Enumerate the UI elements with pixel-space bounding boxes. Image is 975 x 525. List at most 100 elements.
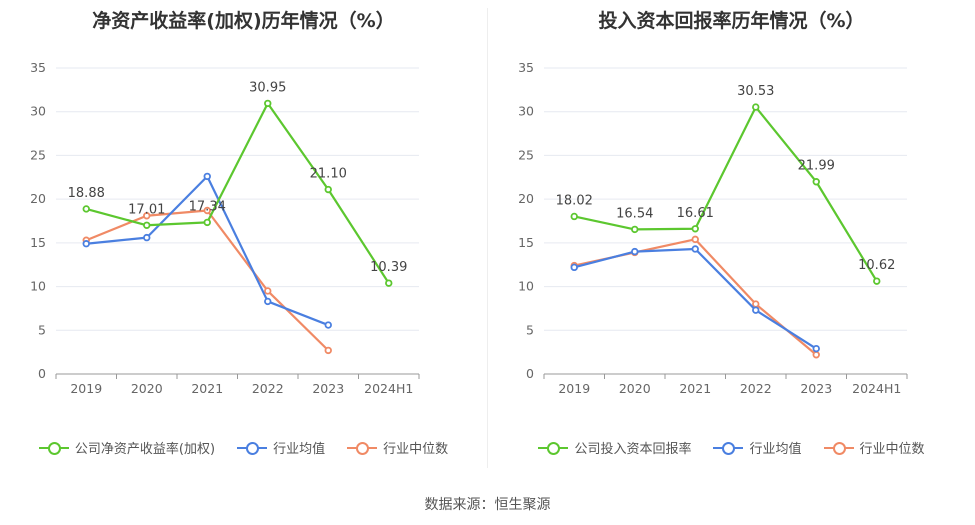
data-point <box>631 225 639 234</box>
data-point <box>143 212 151 220</box>
data-point <box>691 225 699 233</box>
series-line <box>85 209 330 352</box>
legend-label: 行业均值 <box>749 442 802 457</box>
x-tick-label: 2022 <box>252 381 284 396</box>
data-label: 21.99 <box>798 159 835 174</box>
legend-marker-icon <box>38 441 69 455</box>
series-line <box>574 238 817 356</box>
legend-label: 公司净资产收益率(加权) <box>74 442 216 457</box>
series-line <box>574 105 878 282</box>
x-tick-label: 2019 <box>558 381 590 396</box>
data-label: 21.10 <box>310 167 347 182</box>
legend-item[interactable]: 行业中位数 <box>823 438 925 457</box>
data-label: 18.02 <box>556 193 593 208</box>
data-point <box>82 205 90 213</box>
data-label: 17.01 <box>128 202 165 217</box>
y-tick-label: 35 <box>518 60 534 75</box>
x-tick-label: 2020 <box>619 381 651 396</box>
data-label: 17.34 <box>189 199 226 214</box>
roe-chart-plot: 0 5 10 15 20 25 30 35 2019 2020 2021 2022 2023 2024H1… <box>30 60 420 396</box>
legend-marker-icon <box>713 441 744 455</box>
x-tick-label: 2024H1 <box>852 381 901 396</box>
chart-legend: 公司净资产收益率(加权) 行业均值 行业中位数 <box>0 438 487 457</box>
legend-marker-icon <box>347 441 378 455</box>
x-tick-label: 2021 <box>679 381 711 396</box>
legend-label: 行业均值 <box>273 442 326 457</box>
data-point <box>812 344 820 353</box>
data-point <box>203 172 211 181</box>
data-point <box>324 185 332 194</box>
legend-item[interactable]: 行业均值 <box>237 438 325 457</box>
data-point <box>264 297 272 306</box>
data-point <box>264 287 272 295</box>
series-line <box>85 102 390 284</box>
y-tick-label: 5 <box>526 322 534 337</box>
data-point <box>752 103 760 111</box>
y-tick-label: 15 <box>518 235 534 250</box>
y-tick-label: 20 <box>518 191 534 206</box>
data-label: 16.54 <box>616 206 653 221</box>
y-tick-label: 25 <box>30 147 46 162</box>
roe-chart-panel: 净资产收益率(加权)历年情况（%） 0 5 10 15 20 25 30 35 2019 2020… <box>0 0 487 470</box>
data-point <box>570 212 578 221</box>
x-tick-label: 2020 <box>131 381 163 396</box>
data-point <box>324 321 332 329</box>
y-tick-label: 10 <box>30 279 46 294</box>
x-tick-label: 2022 <box>740 381 772 396</box>
y-tick-label: 25 <box>518 147 534 162</box>
x-tick-label: 2023 <box>312 381 344 396</box>
legend-marker-icon <box>237 441 268 455</box>
data-point <box>812 351 820 359</box>
x-tick-label: 2021 <box>191 381 223 396</box>
data-point <box>873 277 881 285</box>
chart-legend: 公司投入资本回报率 行业均值 行业中位数 <box>488 438 975 457</box>
data-point <box>812 178 820 186</box>
data-point <box>264 99 272 108</box>
legend-item[interactable]: 公司投入资本回报率 <box>538 438 691 457</box>
data-source-note: 数据来源：恒生聚源 <box>424 497 551 513</box>
y-tick-label: 15 <box>30 235 46 250</box>
roic-chart-plot: 0 5 10 15 20 25 30 35 2019 2020 2021 2022 2023 2024H1… <box>518 60 908 396</box>
panel-divider <box>487 8 488 468</box>
y-tick-label: 10 <box>518 279 534 294</box>
y-tick-label: 0 <box>38 366 46 381</box>
y-tick-label: 30 <box>30 104 46 119</box>
data-label: 16.61 <box>677 206 714 221</box>
data-point <box>691 245 699 253</box>
chart-title: 投入资本回报率历年情况（%） <box>598 10 865 32</box>
series-line <box>573 247 817 350</box>
data-point <box>570 263 578 272</box>
data-point <box>143 221 151 229</box>
x-tick-label: 2019 <box>70 381 102 396</box>
data-label: 30.95 <box>249 80 286 95</box>
legend-marker-icon <box>538 441 569 455</box>
legend-label: 行业中位数 <box>383 442 449 457</box>
data-point <box>691 235 699 244</box>
data-label: 30.53 <box>737 84 774 99</box>
data-label: 18.88 <box>68 186 105 201</box>
data-point <box>203 206 211 215</box>
data-point <box>385 279 393 287</box>
y-tick-label: 30 <box>518 104 534 119</box>
x-tick-label: 2024H1 <box>364 381 413 396</box>
data-point <box>143 233 151 242</box>
data-point <box>324 346 332 355</box>
legend-item[interactable]: 行业均值 <box>713 438 802 457</box>
legend-label: 行业中位数 <box>859 442 925 457</box>
legend-marker-icon <box>823 441 854 455</box>
y-tick-label: 0 <box>526 366 534 381</box>
data-point <box>203 218 211 227</box>
y-tick-label: 35 <box>30 60 46 75</box>
data-point <box>752 306 760 314</box>
legend-item[interactable]: 公司净资产收益率(加权) <box>38 438 216 457</box>
data-label: 10.39 <box>370 260 407 275</box>
legend-label: 公司投入资本回报率 <box>574 442 692 457</box>
y-tick-label: 5 <box>38 322 46 337</box>
roic-chart-panel: 投入资本回报率历年情况（%） 0 5 10 15 20 25 30 35 2019 2020 202… <box>488 0 975 470</box>
data-point <box>631 247 639 256</box>
data-label: 10.62 <box>858 258 895 273</box>
y-tick-label: 20 <box>30 191 46 206</box>
data-point <box>752 300 760 308</box>
legend-item[interactable]: 行业中位数 <box>347 438 448 457</box>
chart-title: 净资产收益率(加权)历年情况（%） <box>92 10 395 32</box>
